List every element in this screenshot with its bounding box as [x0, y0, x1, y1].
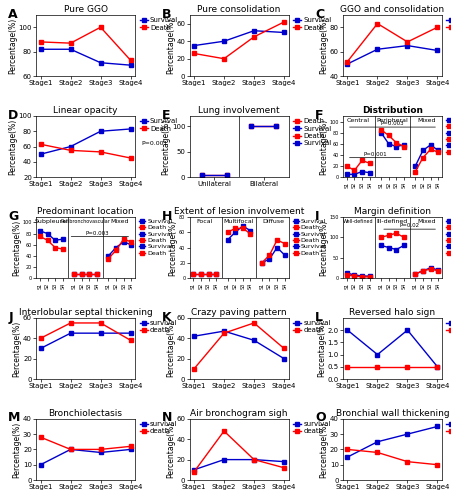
- Text: Central: Central: [347, 118, 370, 123]
- Legend: survival, death: survival, death: [293, 320, 331, 334]
- Y-axis label: Percentage(%): Percentage(%): [319, 118, 328, 174]
- Text: C: C: [315, 8, 324, 20]
- Text: Mixed: Mixed: [418, 218, 436, 224]
- Text: I: I: [315, 210, 320, 222]
- Title: Distribution: Distribution: [362, 106, 423, 115]
- Title: Lung involvement: Lung involvement: [198, 106, 280, 115]
- Legend: Survival, Death, Survival, Death, Survival, Death: Survival, Death, Survival, Death, Surviv…: [139, 219, 173, 256]
- Legend: Survival, Death: Survival, Death: [139, 17, 178, 30]
- Y-axis label: Percentage(%): Percentage(%): [166, 320, 175, 376]
- Y-axis label: Percentage(%): Percentage(%): [319, 18, 328, 74]
- Text: Diffuse: Diffuse: [262, 218, 284, 224]
- Title: Pure GGO: Pure GGO: [64, 5, 108, 14]
- Text: Subpleural: Subpleural: [34, 218, 68, 224]
- Text: P=0.003: P=0.003: [85, 230, 109, 235]
- Text: A: A: [9, 8, 18, 20]
- Text: F: F: [315, 108, 324, 122]
- Title: Bronchial wall thickening: Bronchial wall thickening: [336, 409, 449, 418]
- Text: M: M: [9, 412, 21, 424]
- Title: Interlobular septal thickening: Interlobular septal thickening: [18, 308, 152, 317]
- Text: K: K: [162, 310, 171, 324]
- Legend: survival, death: survival, death: [139, 421, 177, 434]
- Y-axis label: Percentage(%): Percentage(%): [8, 118, 17, 174]
- Text: E: E: [162, 108, 170, 122]
- Text: G: G: [9, 210, 18, 222]
- Y-axis label: Percentage(%): Percentage(%): [13, 320, 22, 376]
- Text: N: N: [162, 412, 172, 424]
- Y-axis label: Percentage(%): Percentage(%): [12, 220, 21, 276]
- Legend: Death, Survival, Death, Survival: Death, Survival, Death, Survival: [293, 118, 331, 146]
- Legend: Survival, Death, Survival, Death, Survival, Death: Survival, Death, Survival, Death, Surviv…: [446, 219, 451, 256]
- Text: P=0.02: P=0.02: [400, 223, 420, 228]
- Legend: Survival, Death: Survival, Death: [139, 118, 178, 132]
- Text: J: J: [9, 310, 13, 324]
- Text: L: L: [315, 310, 323, 324]
- Title: Reversed halo sign: Reversed halo sign: [350, 308, 436, 317]
- Text: Mixed: Mixed: [418, 118, 436, 123]
- Legend: Survival, Death: Survival, Death: [293, 17, 331, 30]
- Text: Mixed: Mixed: [110, 218, 129, 224]
- Text: Focal: Focal: [197, 218, 213, 224]
- Text: P=0.003: P=0.003: [381, 122, 404, 126]
- Text: P=0.001: P=0.001: [364, 152, 387, 157]
- Text: B: B: [162, 8, 171, 20]
- Legend: Survive, Death, Survive, Death, Survive, Death: Survive, Death, Survive, Death, Survive,…: [446, 118, 451, 155]
- Legend: survival, death: survival, death: [139, 320, 177, 334]
- Y-axis label: Percentage(%): Percentage(%): [319, 220, 328, 276]
- Text: H: H: [162, 210, 172, 222]
- Title: Extent of lesion involvement: Extent of lesion involvement: [174, 207, 304, 216]
- Y-axis label: Percentage(%): Percentage(%): [8, 18, 17, 74]
- Text: Peripheral: Peripheral: [377, 118, 408, 123]
- Y-axis label: Percentage(%): Percentage(%): [13, 422, 22, 478]
- Title: Crazy paving pattern: Crazy paving pattern: [191, 308, 287, 317]
- Legend: Survival, Death, Survival, Death, Survival, Death: Survival, Death, Survival, Death, Surviv…: [293, 219, 326, 256]
- Y-axis label: Percentage(%): Percentage(%): [166, 18, 175, 74]
- Legend: survival, death: survival, death: [446, 421, 451, 434]
- Y-axis label: Percentage(%): Percentage(%): [166, 422, 175, 478]
- Text: Peribronchovascular: Peribronchovascular: [60, 218, 110, 224]
- Text: Well-defined: Well-defined: [343, 218, 373, 224]
- Legend: Survival, Death: Survival, Death: [446, 17, 451, 30]
- Y-axis label: Percentage(%): Percentage(%): [317, 320, 326, 376]
- Legend: survival, death: survival, death: [446, 320, 451, 334]
- Title: Pure consolidation: Pure consolidation: [198, 5, 281, 14]
- Text: Multifocal: Multifocal: [224, 218, 254, 224]
- Title: Bronchiolectasis: Bronchiolectasis: [49, 409, 123, 418]
- Y-axis label: Percentage(%): Percentage(%): [169, 220, 178, 276]
- Title: Linear opacity: Linear opacity: [53, 106, 118, 115]
- Title: Predominant location: Predominant location: [37, 207, 134, 216]
- Text: P=0.001: P=0.001: [141, 141, 167, 146]
- Title: GGO and consolidation: GGO and consolidation: [341, 5, 445, 14]
- Text: D: D: [9, 108, 18, 122]
- Text: Ill-defined: Ill-defined: [377, 218, 408, 224]
- Text: O: O: [315, 412, 326, 424]
- Title: Air bronchogram sigh: Air bronchogram sigh: [190, 409, 288, 418]
- Y-axis label: Percentage(%): Percentage(%): [161, 118, 170, 174]
- Y-axis label: Percentage(%): Percentage(%): [319, 422, 328, 478]
- Legend: survival, death: survival, death: [293, 421, 331, 434]
- Title: Margin definition: Margin definition: [354, 207, 431, 216]
